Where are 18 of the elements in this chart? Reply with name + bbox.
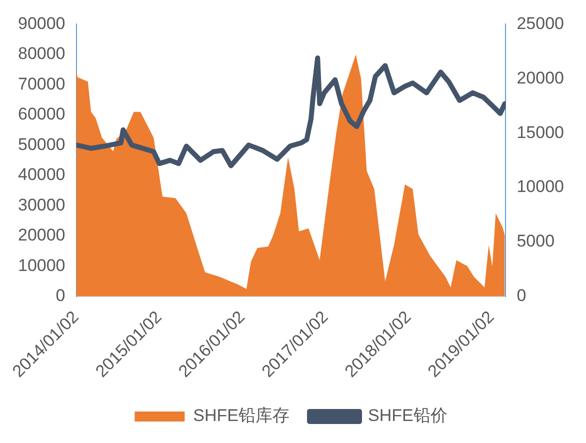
y-tick-label: 0 [56, 286, 66, 306]
y-tick-label: 60000 [18, 104, 66, 124]
legend-label: SHFE铅价 [368, 406, 448, 426]
y-tick-label: 40000 [18, 165, 66, 184]
y-tick-label: 10000 [18, 256, 66, 275]
y2-tick-label: 10000 [516, 177, 564, 196]
y-tick-label: 90000 [18, 14, 66, 33]
y-tick-label: 20000 [18, 226, 66, 245]
y2-tick-label: 25000 [516, 14, 564, 33]
y2-tick-label: 0 [516, 286, 526, 306]
y-tick-label: 50000 [18, 134, 66, 154]
y-tick-label: 80000 [18, 44, 66, 64]
y-tick-label: 70000 [18, 74, 66, 94]
y2-tick-label: 5000 [516, 232, 555, 251]
legend-label: SHFE铅库存 [193, 406, 290, 426]
y2-tick-label: 15000 [516, 122, 564, 142]
y-tick-label: 30000 [18, 195, 66, 214]
y2-tick-label: 20000 [516, 68, 564, 88]
